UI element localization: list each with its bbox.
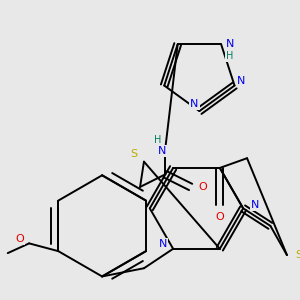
Text: O: O bbox=[15, 235, 24, 244]
Text: S: S bbox=[131, 149, 138, 159]
Text: N: N bbox=[237, 76, 245, 86]
Text: N: N bbox=[226, 39, 234, 49]
Text: S: S bbox=[295, 250, 300, 260]
Text: H: H bbox=[154, 135, 161, 145]
Text: N: N bbox=[250, 200, 259, 210]
Text: N: N bbox=[158, 146, 166, 156]
Text: N: N bbox=[190, 99, 199, 109]
Text: H: H bbox=[226, 51, 234, 61]
Text: O: O bbox=[198, 182, 207, 192]
Text: O: O bbox=[215, 212, 224, 222]
Text: N: N bbox=[159, 239, 168, 249]
